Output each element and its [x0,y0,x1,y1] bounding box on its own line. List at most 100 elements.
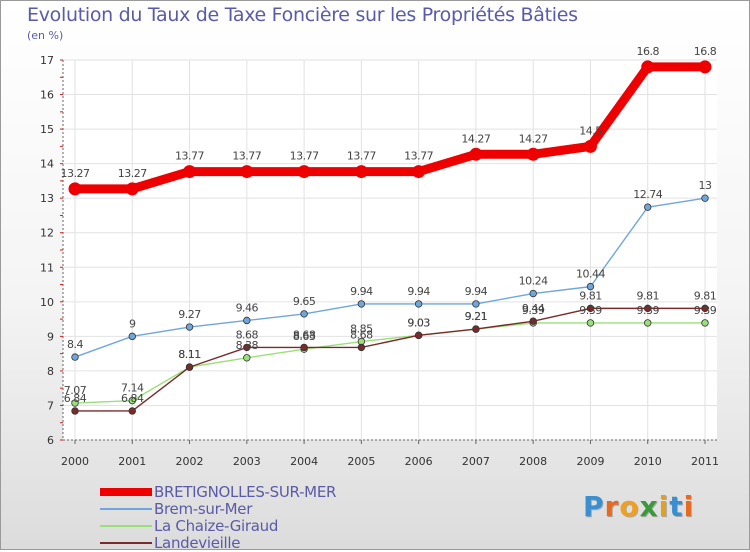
data-point [128,407,136,415]
data-label: 6.84 [64,392,87,405]
data-point [586,304,595,313]
data-point [472,325,480,333]
data-label: 9.65 [293,295,316,308]
data-label: 9.27 [178,308,201,321]
data-point [701,194,709,202]
data-point [701,319,709,327]
data-label: 9.03 [407,316,430,329]
legend-item: Landevieille [100,534,400,552]
data-label: 13.77 [232,150,261,163]
data-label: 13.77 [404,150,433,163]
logo-letter: P [583,490,605,523]
series-line-3 [74,307,706,412]
data-point [529,317,537,325]
x-tick-label: 2000 [61,455,89,468]
data-label: 9.81 [579,289,602,302]
data-point [641,60,655,74]
data-label: 8.4 [67,338,83,351]
legend: BRETIGNOLLES-SUR-MER Brem-sur-Mer La Chaiz… [100,483,400,552]
data-point [529,289,537,298]
data-label: 10.24 [519,275,548,288]
data-label: 8.11 [178,348,201,361]
legend-swatch [100,525,152,527]
y-tick-label: 10 [40,296,54,309]
data-point [644,319,652,327]
data-label: 9.39 [579,304,602,317]
x-tick-label: 2004 [290,455,318,468]
logo-letter: x [639,490,659,523]
x-tick-label: 2008 [519,455,547,468]
axes: 6 7 8 9 10 11 12 13 14 15 16 17 2000 2001 2002 2003 2004… [40,54,719,468]
data-label: 8.63 [293,330,316,343]
data-point [185,323,194,331]
data-label: 9.39 [522,304,545,317]
data-point [354,165,368,179]
data-label: 9.94 [465,285,488,298]
y-tick-label: 15 [40,123,54,136]
data-label: 13.27 [61,167,90,180]
legend-label: BRETIGNOLLES-SUR-MER [154,483,337,501]
data-point [414,331,423,340]
data-point [243,316,251,325]
data-label: 9.81 [694,289,717,302]
data-point [128,396,136,405]
data-point [240,165,254,179]
data-point [71,407,79,415]
data-point [68,182,82,196]
y-tick-label: 12 [40,227,54,240]
logo-letter: t [669,490,684,523]
data-point [701,304,709,313]
x-tick-label: 2003 [233,455,261,468]
logo-letter: o [619,490,640,523]
data-label: 7.07 [64,384,87,397]
y-tick-label: 14 [40,158,54,171]
legend-label: Brem-sur-Mer [154,500,253,518]
y-tick-label: 6 [47,434,54,447]
legend-swatch [100,488,152,496]
data-point [297,165,311,179]
data-label: 8.68 [236,328,259,341]
x-tick-label: 2009 [576,455,604,468]
data-label: 9.46 [236,301,259,314]
data-label: 8.68 [350,328,373,341]
data-point [357,300,366,308]
data-label: 12.74 [633,188,662,201]
data-label: 9.39 [636,304,659,317]
legend-swatch [100,542,152,544]
y-tick-label: 13 [40,192,54,205]
data-point [71,353,79,361]
data-label: 8.11 [178,348,201,361]
data-label: 14.5 [579,124,602,137]
series-line-0 [70,62,710,194]
x-tick-label: 2006 [405,455,433,468]
data-label: 13 [699,179,712,192]
legend-item: La Chaize-Giraud [100,517,400,535]
data-label: 13.77 [347,150,376,163]
data-label: 7.14 [121,382,144,395]
data-point [472,300,480,308]
data-label: 8.38 [236,339,259,352]
data-label: 13.27 [118,167,147,180]
data-label: 14.27 [461,132,490,145]
data-label: 9.21 [465,310,488,323]
logo-letter: i [658,490,670,523]
legend-item: Brem-sur-Mer [100,500,400,518]
y-tick-label: 16 [40,89,54,102]
data-point [71,399,79,407]
x-tick-label: 2011 [691,455,719,468]
data-label: 6.84 [121,392,144,405]
data-point [586,319,595,327]
data-point [469,147,483,161]
data-point [243,343,251,352]
data-point [412,165,426,179]
data-point [583,139,597,153]
data-label: 9.44 [522,302,545,315]
data-point [357,343,366,352]
data-label: 8.85 [350,323,373,336]
data-label: 9.21 [465,310,488,323]
data-label: 13.77 [175,150,204,163]
data-labels: 8.4 9 9.27 9.46 9.65 9.94 9.94 9.94 10.24 10.44 12… [61,45,718,405]
data-label: 16.8 [694,45,717,58]
data-point [414,300,423,308]
x-tick-label: 2010 [634,455,662,468]
